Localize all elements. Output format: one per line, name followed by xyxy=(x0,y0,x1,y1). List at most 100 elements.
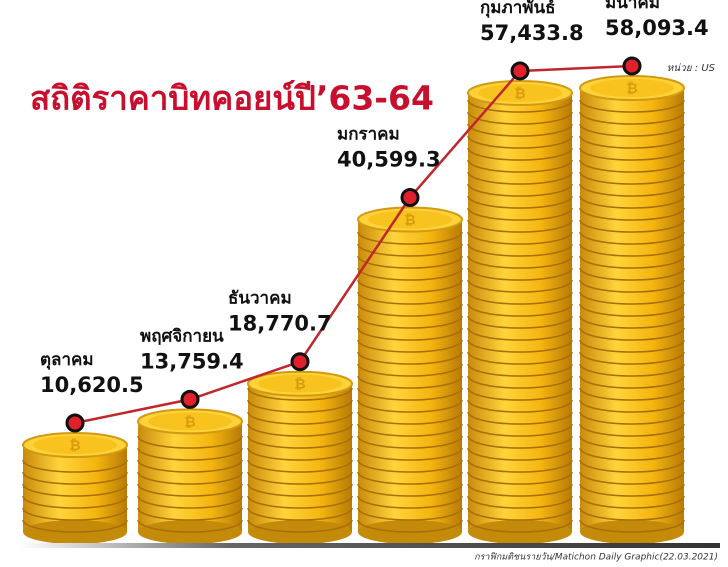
coin-edge xyxy=(467,363,573,377)
coin-edge xyxy=(579,123,685,137)
coin-edge xyxy=(357,375,463,389)
coin-edge xyxy=(579,447,685,461)
coin-edge xyxy=(357,435,463,449)
coin-edge xyxy=(579,339,685,353)
coin-edge xyxy=(579,411,685,425)
coin-edge xyxy=(579,111,685,125)
coin-stack xyxy=(23,445,127,532)
coin-edge xyxy=(22,507,128,521)
category-label: มีนาคม xyxy=(605,0,660,13)
coin-edge xyxy=(247,483,353,497)
coin-edge xyxy=(579,99,685,113)
coin-edge xyxy=(579,255,685,269)
coin-edge xyxy=(579,435,685,449)
coin-edge xyxy=(467,435,573,449)
coin-edge xyxy=(357,459,463,473)
coin-edge xyxy=(247,519,353,533)
coin-edge xyxy=(579,195,685,209)
coin-edge xyxy=(579,231,685,245)
coin-edge xyxy=(247,495,353,509)
point xyxy=(290,352,310,372)
coin-edge xyxy=(357,495,463,509)
coin-edge xyxy=(467,219,573,233)
coin-edge xyxy=(467,495,573,509)
coin-edge xyxy=(247,411,353,425)
bitcoin-symbol: ₿ xyxy=(294,377,305,393)
coin-edge xyxy=(579,171,685,185)
coin-edge xyxy=(247,387,353,401)
coin-edge xyxy=(579,507,685,521)
coin-edge xyxy=(357,267,463,281)
coin-edge xyxy=(467,471,573,485)
coin-edge xyxy=(357,243,463,257)
coin-stacks: ₿ ₿ ₿ ₿ ₿ ₿ xyxy=(22,75,685,544)
coin-edge xyxy=(22,495,128,509)
coin-edge xyxy=(467,339,573,353)
coin-edge xyxy=(467,519,573,533)
coin-edge xyxy=(137,495,243,509)
coin-edge xyxy=(22,471,128,485)
chart-title: สถิติราคาบิทคอยน์ปี’63-64 xyxy=(30,79,434,118)
coin-edge xyxy=(579,243,685,257)
coin-edge xyxy=(467,195,573,209)
coin-edge xyxy=(137,483,243,497)
coin-edge xyxy=(579,483,685,497)
coin-edge xyxy=(467,375,573,389)
coin-stack xyxy=(580,88,684,532)
value-label: 58,093.4 xyxy=(605,16,709,40)
value-label: 40,599.3 xyxy=(337,148,441,172)
coin-edge xyxy=(467,231,573,245)
coin-edge xyxy=(247,507,353,521)
category-label: พฤศจิกายน xyxy=(140,326,224,346)
coin-edge xyxy=(357,423,463,437)
coin-edge xyxy=(357,483,463,497)
stack-top-inner xyxy=(148,412,232,431)
value-label: 57,433.8 xyxy=(480,21,584,45)
point xyxy=(510,61,530,81)
bitcoin-symbol: ₿ xyxy=(514,86,525,102)
coin-edge xyxy=(357,387,463,401)
coin-edge xyxy=(579,459,685,473)
coin-edge xyxy=(357,363,463,377)
coin-edge xyxy=(467,267,573,281)
coin-stack xyxy=(248,383,352,532)
coin-edge xyxy=(579,399,685,413)
stack-top-inner xyxy=(33,436,117,454)
coin-edge xyxy=(137,471,243,485)
base-bar xyxy=(20,543,720,548)
coin-edge xyxy=(357,339,463,353)
coin-edge xyxy=(357,507,463,521)
coin-edge xyxy=(579,363,685,377)
coin-edge xyxy=(357,291,463,305)
coin-edge xyxy=(467,327,573,341)
coin-edge xyxy=(247,423,353,437)
coin-edge xyxy=(579,207,685,221)
coin-edge xyxy=(579,147,685,161)
coin-edge xyxy=(467,171,573,185)
coin-edge xyxy=(467,123,573,137)
coin-edge xyxy=(467,207,573,221)
coin-edge xyxy=(467,183,573,197)
category-label: มกราคม xyxy=(337,125,400,145)
point xyxy=(180,389,200,409)
coin-edge xyxy=(357,411,463,425)
bitcoin-symbol: ₿ xyxy=(626,81,637,97)
coin-edge xyxy=(357,303,463,317)
coin-edge xyxy=(579,303,685,317)
coin-edge xyxy=(467,387,573,401)
coin-edge xyxy=(357,327,463,341)
point xyxy=(65,413,85,433)
coin-edge xyxy=(357,519,463,533)
coin-edge xyxy=(247,471,353,485)
price-line xyxy=(74,64,633,425)
coin-edge xyxy=(579,315,685,329)
coin-edge xyxy=(579,183,685,197)
coin-edge xyxy=(357,351,463,365)
coin-edge xyxy=(579,375,685,389)
coin-edge xyxy=(467,411,573,425)
source-credit: กราฟิกมติชนรายวัน/Matichon Daily Graphic… xyxy=(474,552,718,563)
stack-top-inner xyxy=(258,374,342,393)
value-label: 13,759.4 xyxy=(140,349,244,373)
coin-edge xyxy=(357,447,463,461)
